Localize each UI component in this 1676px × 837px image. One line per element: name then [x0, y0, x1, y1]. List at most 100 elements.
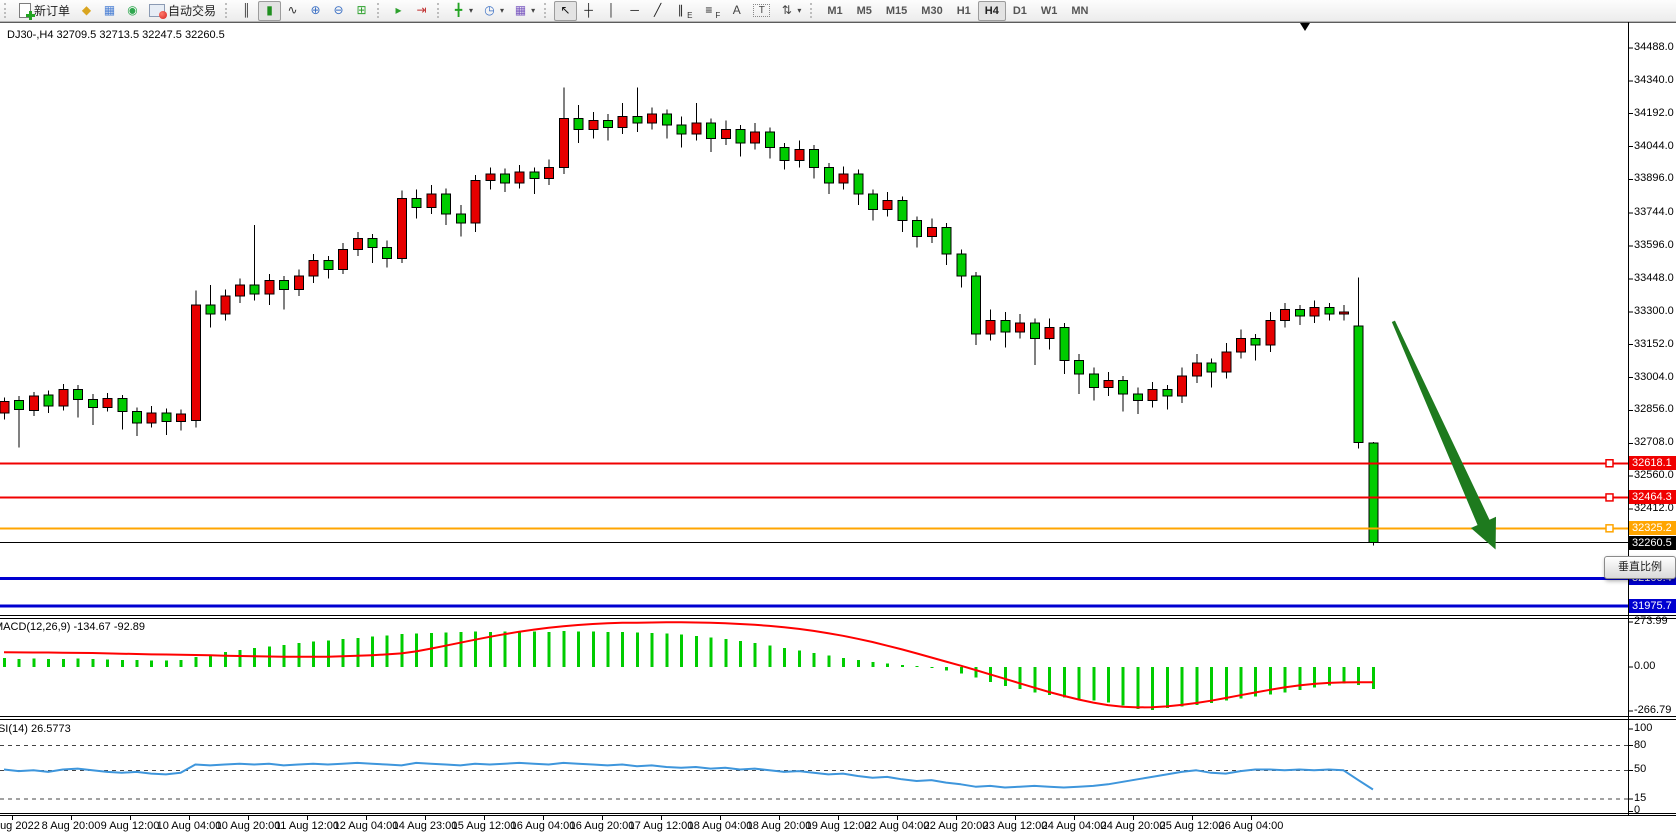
price-axis-tick: 34044.0: [1634, 139, 1674, 152]
timeframe-label: M5: [856, 4, 872, 17]
timeframe-label: MN: [1071, 4, 1089, 17]
terminal-icon: ▦: [103, 3, 116, 17]
chart-shift-icon: ⇥: [416, 3, 427, 17]
vertical-line-icon: │: [607, 3, 616, 17]
text-button[interactable]: A: [725, 1, 748, 21]
toolbar-group-insert: ╋ ▾ ◷ ▾ ▦ ▾: [433, 0, 540, 21]
macd-axis-tick: -266.79: [1634, 703, 1672, 716]
vertical-line-button[interactable]: │: [600, 1, 623, 21]
time-axis-label: 22 Aug 04:00: [864, 820, 930, 832]
channel-button[interactable]: ∥ E: [669, 1, 697, 21]
time-axis-label: 11 Aug 12:00: [274, 820, 340, 832]
time-axis-label: 8 Aug 20:00: [41, 820, 101, 832]
time-axis-label: 10 Aug 20:00: [215, 820, 281, 832]
time-axis-label: 16 Aug 04:00: [510, 820, 576, 832]
autotrading-button[interactable]: 自动交易: [144, 1, 221, 21]
shapes-button[interactable]: ⇅ ▾: [775, 1, 806, 21]
timeframe-button-d1[interactable]: D1: [1006, 1, 1034, 21]
toolbar-group-chart-type: ║ ▮ ∿ ⊕ ⊖ ⊞: [221, 0, 373, 21]
text-icon: A: [732, 3, 741, 17]
timeframe-label: M15: [885, 4, 908, 17]
timeframe-button-m5[interactable]: M5: [850, 1, 879, 21]
template-icon: ▦: [514, 3, 527, 17]
price-axis-tick: 33300.0: [1634, 304, 1674, 317]
cursor-button[interactable]: ↖: [554, 0, 578, 21]
time-axis-label: 22 Aug 20:00: [923, 820, 989, 832]
chart-shift-button[interactable]: ⇥: [410, 1, 433, 21]
main-toolbar: 新订单 ◆ ▦ ◉ 自动交易 ║ ▮ ∿ ⊕ ⊖ ⊞ ▸ ⇥ ╋ ▾ ◷ ▾ ▦ ▾ ↖ ┼ │ ─ ╱ ∥ E ≡ F A T ⇅ ▾ M1 M…: [0, 0, 1676, 22]
rsi-axis-tick: 50: [1634, 763, 1647, 776]
toolbar-grip: [377, 3, 384, 18]
periods-button[interactable]: ◷ ▾: [478, 1, 509, 21]
candlestick-button[interactable]: ▮: [258, 0, 282, 21]
indicators-button[interactable]: ╋ ▾: [447, 1, 478, 21]
auto-scroll-icon: ▸: [395, 3, 402, 17]
signals-button[interactable]: ◉: [121, 1, 144, 21]
time-axis-label: 14 Aug 23:00: [392, 820, 458, 832]
fibonacci-button[interactable]: ≡ F: [697, 1, 725, 21]
auto-scroll-button[interactable]: ▸: [387, 1, 410, 21]
text-label-button[interactable]: T: [748, 1, 775, 21]
crosshair-button[interactable]: ┼: [577, 1, 600, 21]
bar-chart-button[interactable]: ║: [235, 1, 258, 21]
candlestick-icon: ▮: [266, 3, 273, 17]
new-order-icon: [19, 3, 35, 20]
rsi-axis-tick: 15: [1634, 792, 1647, 805]
timeframe-label: M1: [827, 4, 843, 17]
time-axis-label: 23 Aug 12:00: [982, 820, 1048, 832]
timeframe-button-h1[interactable]: H1: [950, 1, 978, 21]
templates-button[interactable]: ▦ ▾: [509, 1, 540, 21]
price-axis-tick: 32856.0: [1634, 403, 1674, 416]
rsi-axis-tick: 80: [1634, 738, 1647, 751]
rsi-axis-tick: 0: [1634, 804, 1641, 817]
zoom-in-icon: ⊕: [310, 3, 321, 17]
chevron-down-icon: ▾: [531, 6, 536, 15]
chevron-down-icon: ▾: [797, 6, 802, 15]
time-axis-label: 8 Aug 2022: [0, 820, 40, 832]
horizontal-line-button[interactable]: ─: [623, 1, 646, 21]
time-axis-label: 15 Aug 12:00: [451, 820, 517, 832]
price-axis-tick: 33596.0: [1634, 239, 1674, 252]
charts-button[interactable]: ◆: [75, 1, 98, 21]
channel-icon-letter: E: [687, 10, 693, 20]
horizontal-line-icon: ─: [630, 3, 639, 17]
toolbar-grip: [437, 3, 444, 18]
timeframe-button-m1[interactable]: M1: [820, 1, 849, 21]
price-axis-tick: 33004.0: [1634, 370, 1674, 383]
time-axis-label: 25 Aug 12:00: [1159, 820, 1225, 832]
zoom-out-icon: ⊖: [333, 3, 344, 17]
price-tag: 31975.7: [1629, 598, 1676, 613]
shapes-icon: ⇅: [781, 3, 792, 17]
price-axis-tick: 32708.0: [1634, 436, 1674, 449]
bar-chart-icon: ║: [242, 3, 251, 17]
tile-windows-button[interactable]: ⊞: [350, 1, 373, 21]
trendline-button[interactable]: ╱: [646, 1, 669, 21]
price-axis-tick: 33744.0: [1634, 206, 1674, 219]
price-axis-tick: 33448.0: [1634, 271, 1674, 284]
zoom-out-button[interactable]: ⊖: [327, 1, 350, 21]
macd-axis-tick: 0.00: [1634, 659, 1656, 672]
price-tag: 32464.3: [1629, 490, 1676, 505]
timeframe-button-mn[interactable]: MN: [1064, 1, 1095, 21]
autotrading-icon: [149, 4, 168, 19]
terminal-button[interactable]: ▦: [98, 1, 121, 21]
indicators-icon: ╋: [454, 3, 463, 17]
cursor-icon: ↖: [560, 3, 571, 17]
toolbar-grip: [225, 3, 232, 18]
time-axis-label: 18 Aug 20:00: [746, 820, 812, 832]
line-chart-button[interactable]: ∿: [281, 1, 304, 21]
timeframe-button-w1[interactable]: W1: [1034, 1, 1065, 21]
macd-axis-tick: 273.99: [1634, 615, 1668, 627]
toolbar-group-trade: 新订单 ◆ ▦ ◉ 自动交易: [0, 0, 221, 21]
timeframe-button-m15[interactable]: M15: [879, 1, 914, 21]
timeframe-button-h4[interactable]: H4: [977, 0, 1006, 21]
zoom-in-button[interactable]: ⊕: [304, 1, 327, 21]
time-axis-label: 26 Aug 04:00: [1218, 820, 1284, 832]
price-tag: 32260.5: [1629, 535, 1676, 550]
clock-icon: ◷: [484, 3, 495, 17]
timeframe-label: H4: [984, 4, 999, 17]
new-order-button[interactable]: 新订单: [14, 1, 75, 21]
timeframe-button-m30[interactable]: M30: [914, 1, 949, 21]
